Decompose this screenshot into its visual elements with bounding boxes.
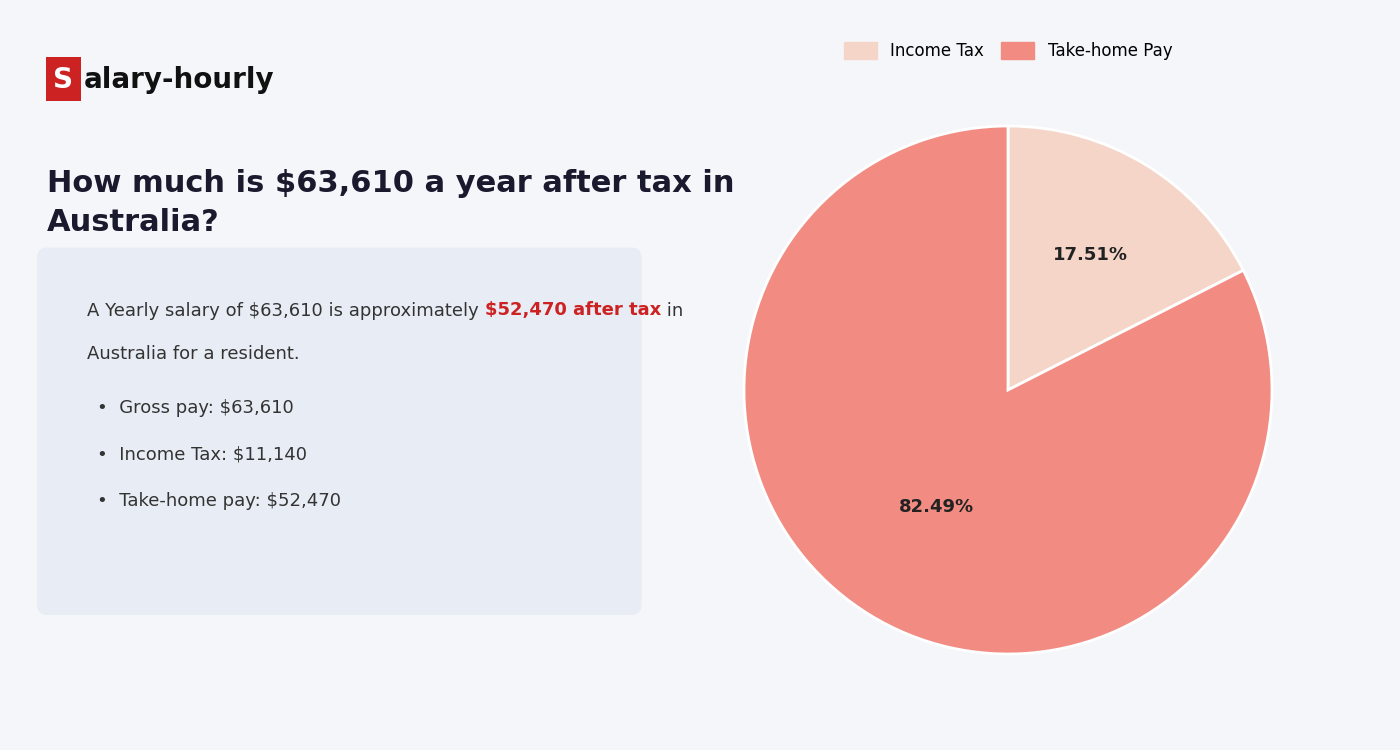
Text: •  Take-home pay: $52,470: • Take-home pay: $52,470 — [98, 492, 342, 510]
Text: 82.49%: 82.49% — [899, 498, 974, 516]
FancyBboxPatch shape — [46, 57, 81, 101]
Text: •  Gross pay: $63,610: • Gross pay: $63,610 — [98, 399, 294, 417]
Legend: Income Tax, Take-home Pay: Income Tax, Take-home Pay — [837, 35, 1179, 67]
Text: S: S — [53, 65, 73, 94]
Text: 17.51%: 17.51% — [1053, 246, 1128, 264]
Text: A Yearly salary of $63,610 is approximately: A Yearly salary of $63,610 is approximat… — [87, 302, 484, 320]
Text: $52,470 after tax: $52,470 after tax — [484, 302, 661, 320]
Text: alary-hourly: alary-hourly — [84, 65, 274, 94]
Text: in: in — [661, 302, 683, 320]
Text: Australia for a resident.: Australia for a resident. — [87, 345, 300, 363]
FancyBboxPatch shape — [36, 248, 641, 615]
Wedge shape — [1008, 126, 1243, 390]
Text: How much is $63,610 a year after tax in
Australia?: How much is $63,610 a year after tax in … — [48, 169, 735, 237]
Wedge shape — [743, 126, 1273, 654]
Text: •  Income Tax: $11,140: • Income Tax: $11,140 — [98, 446, 308, 464]
